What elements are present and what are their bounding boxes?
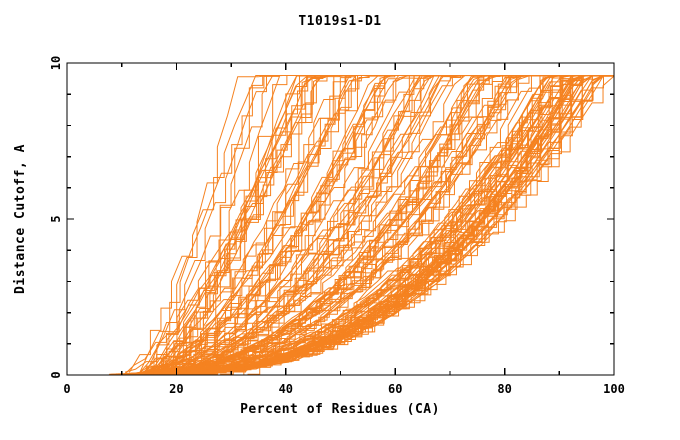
series-curve <box>147 74 614 375</box>
series-curve <box>143 74 614 375</box>
y-axis-label: Distance Cutoff, A <box>13 144 28 294</box>
y-tick-label: 0 <box>49 371 63 378</box>
series-curve <box>127 74 614 375</box>
x-tick-label: 20 <box>169 382 183 396</box>
x-tick-label: 100 <box>603 382 625 396</box>
y-tick-label: 5 <box>49 215 63 222</box>
series-curve <box>112 74 614 375</box>
x-tick-label: 40 <box>279 382 293 396</box>
series-curves <box>107 74 614 375</box>
x-tick-label: 60 <box>388 382 402 396</box>
x-tick-labels: 0 20 40 60 80 100 <box>63 382 624 396</box>
y-tick-label: 10 <box>49 56 63 70</box>
series-curve <box>126 74 614 375</box>
series-curve <box>139 74 614 375</box>
series-curve <box>127 74 614 375</box>
axis-ticks <box>66 62 615 376</box>
x-axis-label: Percent of Residues (CA) <box>240 402 440 417</box>
series-curve <box>136 74 614 375</box>
series-curve-outlier <box>247 74 614 375</box>
x-tick-label: 80 <box>497 382 511 396</box>
chart-title: T1019s1-D1 <box>298 14 382 29</box>
y-tick-labels: 0 5 10 <box>49 56 63 379</box>
series-curve <box>145 74 614 375</box>
series-curve <box>141 74 614 375</box>
x-tick-label: 0 <box>63 382 70 396</box>
